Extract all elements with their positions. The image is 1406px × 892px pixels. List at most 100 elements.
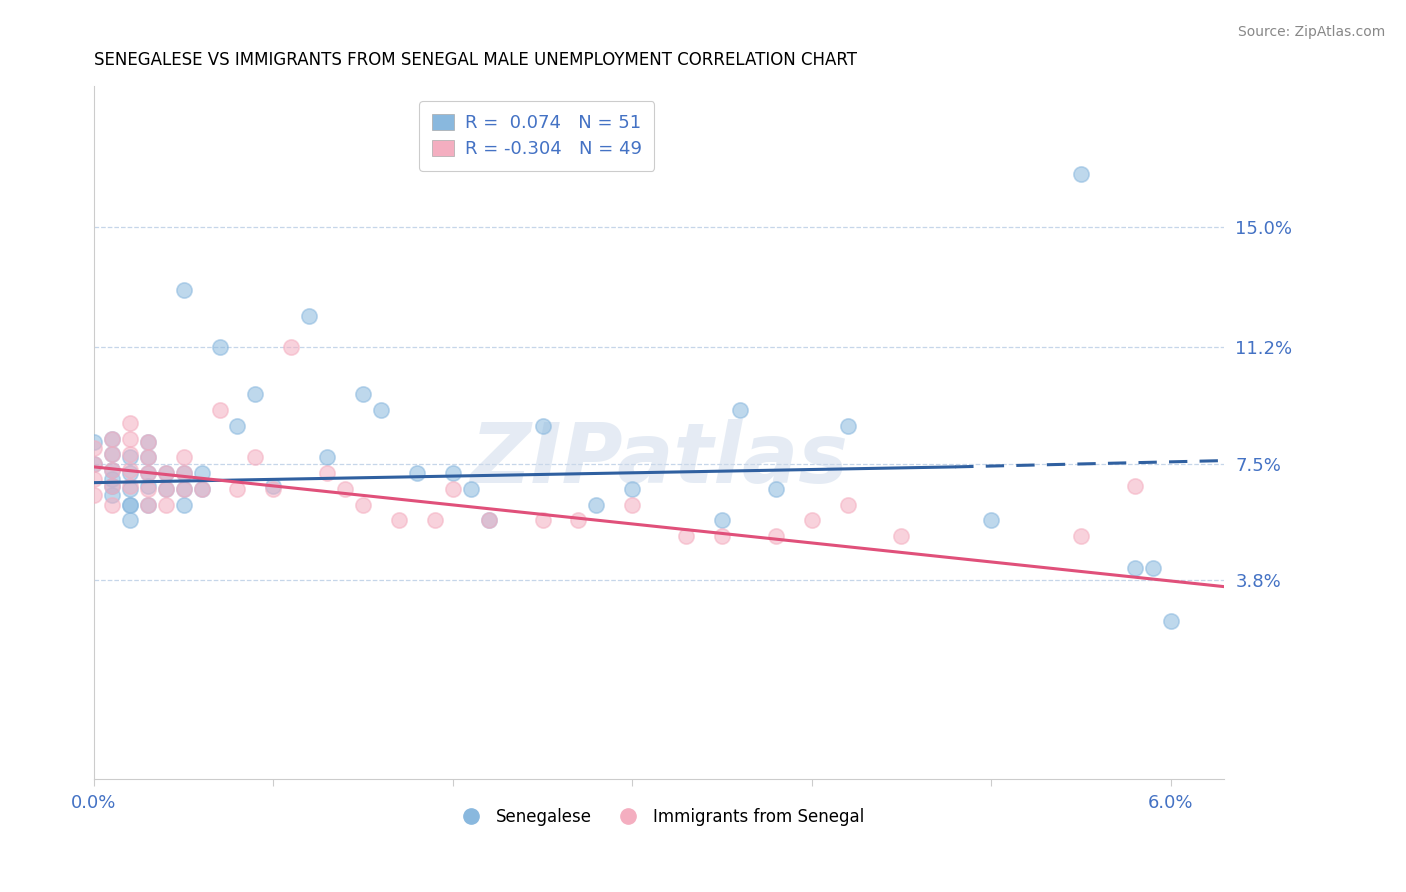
Point <box>118 416 141 430</box>
Point <box>280 340 302 354</box>
Point <box>837 498 859 512</box>
Point <box>765 482 787 496</box>
Point <box>136 498 159 512</box>
Point <box>1123 479 1146 493</box>
Point <box>101 473 124 487</box>
Point <box>710 513 733 527</box>
Point <box>531 418 554 433</box>
Point <box>118 466 141 480</box>
Point <box>316 466 339 480</box>
Point <box>352 387 374 401</box>
Text: ZIPatlas: ZIPatlas <box>470 419 848 500</box>
Point <box>155 482 177 496</box>
Point <box>441 482 464 496</box>
Point <box>101 479 124 493</box>
Point <box>101 479 124 493</box>
Point <box>173 482 195 496</box>
Point <box>101 447 124 461</box>
Point <box>621 498 644 512</box>
Text: Source: ZipAtlas.com: Source: ZipAtlas.com <box>1237 25 1385 39</box>
Point <box>83 441 105 455</box>
Point <box>621 482 644 496</box>
Point <box>101 447 124 461</box>
Point <box>118 432 141 446</box>
Point <box>245 387 267 401</box>
Point <box>208 403 231 417</box>
Point <box>190 482 212 496</box>
Point <box>728 403 751 417</box>
Point <box>675 529 697 543</box>
Point <box>208 340 231 354</box>
Point <box>173 466 195 480</box>
Point <box>226 418 249 433</box>
Point <box>478 513 501 527</box>
Point <box>173 450 195 465</box>
Point <box>800 513 823 527</box>
Point <box>423 513 446 527</box>
Point <box>83 457 105 471</box>
Point <box>1123 560 1146 574</box>
Point <box>837 418 859 433</box>
Point <box>101 488 124 502</box>
Point <box>136 450 159 465</box>
Point <box>298 309 321 323</box>
Point <box>262 479 284 493</box>
Point <box>388 513 411 527</box>
Point <box>567 513 589 527</box>
Point <box>136 466 159 480</box>
Point <box>118 513 141 527</box>
Point <box>101 498 124 512</box>
Point <box>245 450 267 465</box>
Point <box>531 513 554 527</box>
Point <box>1070 529 1092 543</box>
Point <box>118 498 141 512</box>
Point <box>155 498 177 512</box>
Point <box>352 498 374 512</box>
Text: SENEGALESE VS IMMIGRANTS FROM SENEGAL MALE UNEMPLOYMENT CORRELATION CHART: SENEGALESE VS IMMIGRANTS FROM SENEGAL MA… <box>94 51 856 69</box>
Point <box>83 488 105 502</box>
Point <box>136 498 159 512</box>
Point <box>136 479 159 493</box>
Point <box>406 466 429 480</box>
Point <box>190 466 212 480</box>
Point <box>173 498 195 512</box>
Point <box>136 450 159 465</box>
Point <box>890 529 912 543</box>
Point <box>1142 560 1164 574</box>
Point <box>370 403 392 417</box>
Point <box>333 482 356 496</box>
Point <box>710 529 733 543</box>
Point <box>585 498 607 512</box>
Point <box>262 482 284 496</box>
Legend: Senegalese, Immigrants from Senegal: Senegalese, Immigrants from Senegal <box>447 802 872 833</box>
Point <box>460 482 482 496</box>
Point <box>83 434 105 449</box>
Point <box>980 513 1002 527</box>
Point <box>155 482 177 496</box>
Point <box>101 432 124 446</box>
Point <box>136 482 159 496</box>
Point <box>765 529 787 543</box>
Point <box>118 463 141 477</box>
Point <box>101 463 124 477</box>
Point <box>226 482 249 496</box>
Point <box>83 457 105 471</box>
Point <box>83 473 105 487</box>
Point <box>118 498 141 512</box>
Point <box>173 284 195 298</box>
Point <box>118 447 141 461</box>
Point <box>173 466 195 480</box>
Point <box>118 479 141 493</box>
Point <box>118 450 141 465</box>
Point <box>173 482 195 496</box>
Point <box>118 482 141 496</box>
Point <box>136 466 159 480</box>
Point <box>441 466 464 480</box>
Point <box>190 482 212 496</box>
Point <box>101 463 124 477</box>
Point <box>101 432 124 446</box>
Point <box>1160 615 1182 629</box>
Point <box>136 434 159 449</box>
Point <box>155 466 177 480</box>
Point <box>136 434 159 449</box>
